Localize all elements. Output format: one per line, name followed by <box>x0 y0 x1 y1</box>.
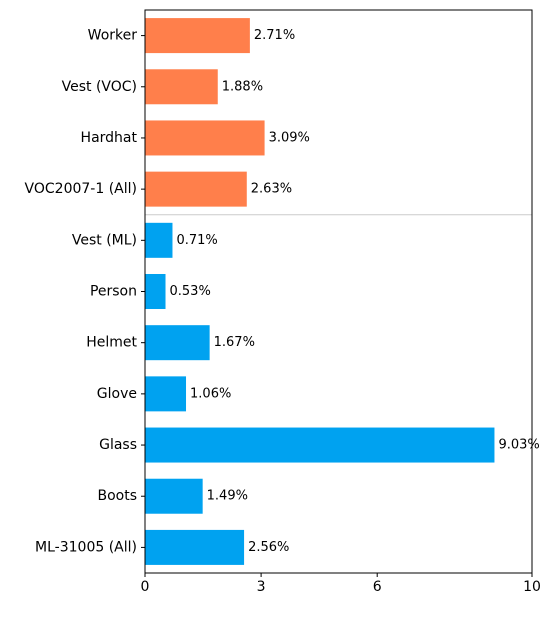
category-label-worker: Worker <box>88 28 138 44</box>
data-label-vest-voc: 1.88% <box>222 79 263 94</box>
data-label-glove: 1.06% <box>190 386 231 401</box>
bar-hardhat <box>145 120 265 156</box>
bar-person <box>145 274 166 309</box>
data-label-helmet: 1.67% <box>214 335 255 350</box>
category-label-hardhat: Hardhat <box>81 130 138 146</box>
bar-boots <box>145 478 203 514</box>
data-label-voc2007-1-all: 2.63% <box>251 182 292 197</box>
category-label-ml-31005-all: ML-31005 (All) <box>35 539 137 555</box>
category-label-voc2007-1-all: VOC2007-1 (All) <box>25 181 137 197</box>
x-tick-label-3: 3 <box>257 579 266 595</box>
category-label-person: Person <box>90 284 137 300</box>
plot-frame <box>144 9 533 574</box>
data-label-glass: 9.03% <box>498 438 539 453</box>
bar-helmet <box>145 325 210 361</box>
x-tick-label-6: 6 <box>373 579 382 595</box>
bar-voc2007-1-all <box>145 171 247 207</box>
category-label-vest-ml: Vest (ML) <box>72 232 137 248</box>
bar-worker <box>145 18 250 54</box>
data-label-boots: 1.49% <box>207 489 248 504</box>
data-label-hardhat: 3.09% <box>269 130 310 145</box>
data-label-vest-ml: 0.71% <box>176 233 217 248</box>
bar-vest-ml <box>145 222 173 258</box>
category-label-vest-voc: Vest (VOC) <box>62 79 137 95</box>
category-label-helmet: Helmet <box>86 335 137 351</box>
x-tick-label-10: 10 <box>523 579 541 595</box>
bar-glass <box>145 427 495 463</box>
category-labels-layer: Worker Vest (VOC) Hardhat VOC2007-1 (All) Ve… <box>25 28 145 555</box>
category-label-boots: Boots <box>97 488 137 504</box>
data-label-worker: 2.71% <box>254 28 295 43</box>
data-label-person: 0.53% <box>170 284 211 299</box>
data-label-ml-31005-all: 2.56% <box>248 540 289 555</box>
bar-glove <box>145 376 187 412</box>
bar-ml-31005-all <box>145 529 245 565</box>
x-tick-label-0: 0 <box>141 579 150 595</box>
data-labels-layer: 2.71% 1.88% 3.09% 2.63% 0.71% 0.53% 1.67% 1.06%… <box>170 28 540 555</box>
category-label-glove: Glove <box>97 386 137 402</box>
bar-vest-voc <box>145 69 218 105</box>
x-ticks-layer: 0 3 6 10 <box>141 573 541 595</box>
bars-layer <box>145 18 495 565</box>
category-label-glass: Glass <box>99 437 137 453</box>
